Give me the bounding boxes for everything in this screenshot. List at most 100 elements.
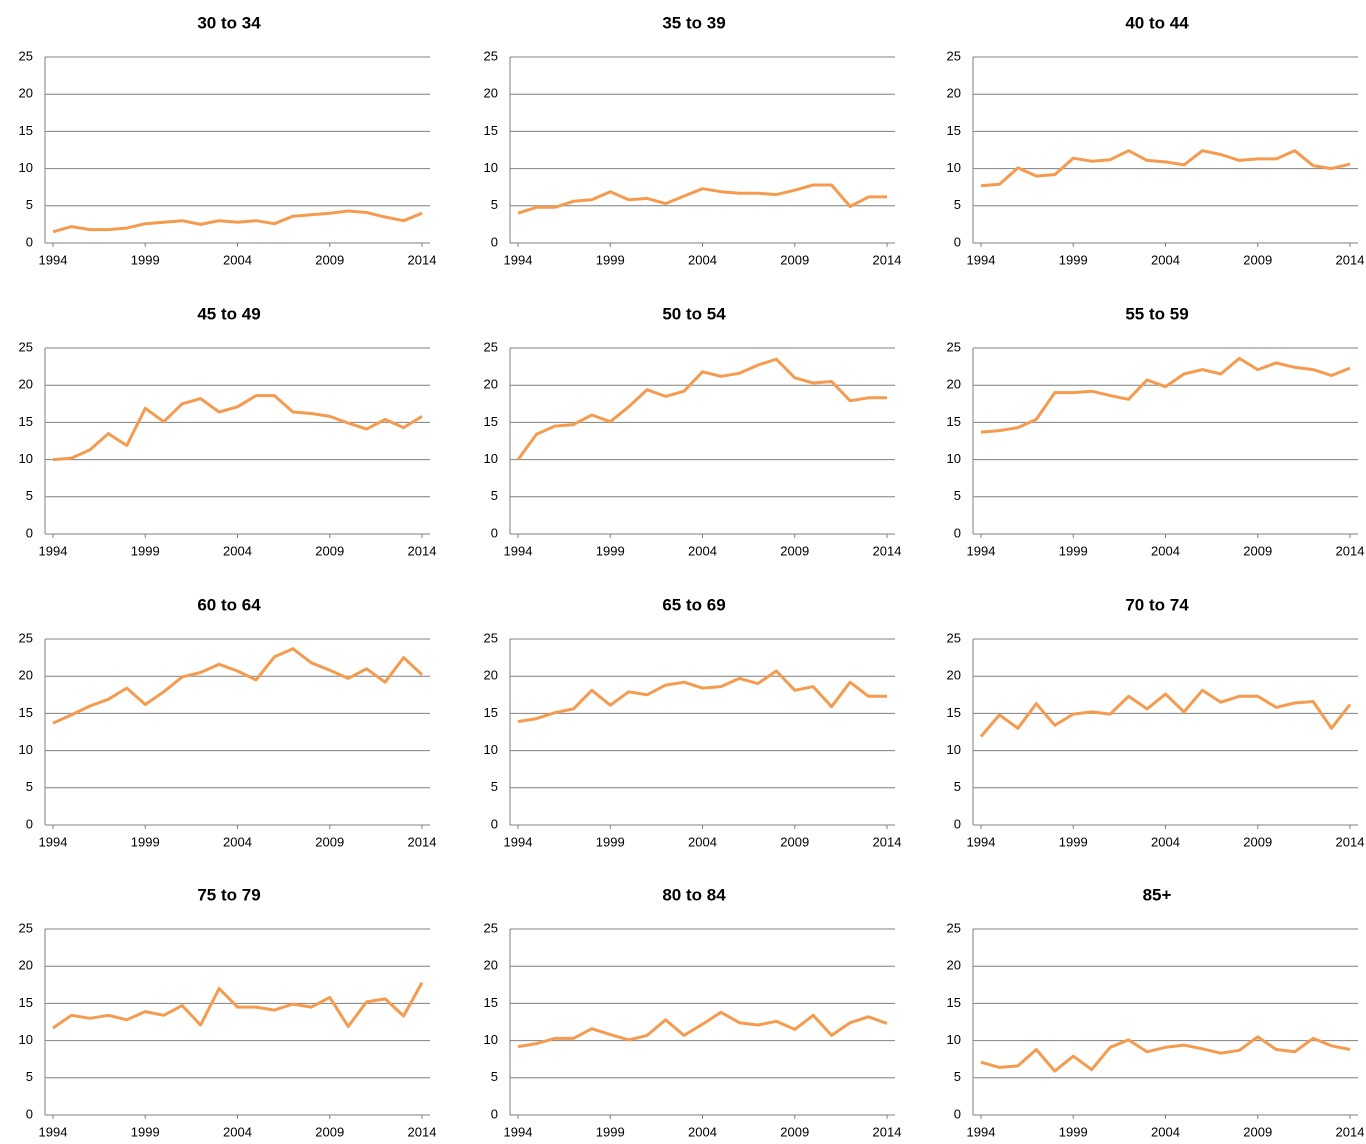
x-tick-label: 1994 (504, 252, 533, 267)
x-tick-label: 2004 (1151, 252, 1180, 267)
chart-title: 55 to 59 (1125, 304, 1188, 323)
x-tick-label: 2004 (1151, 834, 1180, 849)
y-tick-label: 15 (19, 414, 33, 429)
y-tick-label: 10 (19, 451, 33, 466)
x-tick-label: 2014 (873, 252, 902, 267)
x-tick-label: 1994 (967, 834, 996, 849)
y-tick-label: 25 (947, 920, 961, 935)
y-tick-label: 15 (947, 123, 961, 138)
y-tick-label: 25 (484, 630, 498, 645)
x-tick-label: 2014 (1336, 834, 1365, 849)
y-tick-label: 20 (947, 958, 961, 973)
data-line (517, 1010, 888, 1049)
x-tick-label: 1999 (596, 834, 625, 849)
data-line (979, 688, 1352, 738)
y-tick-label: 10 (484, 160, 498, 175)
chart-title: 80 to 84 (662, 885, 726, 904)
y-tick-label: 25 (484, 48, 498, 63)
x-tick-label: 2009 (1243, 834, 1272, 849)
x-tick-label: 1999 (596, 252, 625, 267)
chart-title: 70 to 74 (1125, 595, 1189, 614)
x-tick-label: 2004 (1151, 543, 1180, 558)
x-tick-label: 2004 (688, 252, 717, 267)
chart-title: 35 to 39 (662, 13, 725, 32)
y-tick-label: 0 (491, 1106, 498, 1121)
data-line (52, 394, 423, 462)
x-tick-label: 1994 (504, 543, 533, 558)
chart-title: 45 to 49 (197, 304, 260, 323)
y-tick-label: 5 (26, 1069, 33, 1084)
y-tick-label: 20 (484, 86, 498, 101)
data-line (517, 669, 887, 724)
y-tick-label: 0 (26, 816, 33, 831)
chart-title: 85+ (1143, 885, 1172, 904)
x-tick-label: 2004 (223, 543, 252, 558)
x-tick-label: 1994 (39, 543, 68, 558)
y-tick-label: 25 (19, 630, 33, 645)
y-tick-label: 5 (491, 197, 498, 212)
y-tick-label: 0 (954, 234, 961, 249)
x-tick-label: 1999 (131, 834, 160, 849)
y-tick-label: 5 (954, 488, 961, 503)
y-tick-label: 5 (26, 779, 33, 794)
x-tick-label: 2009 (315, 543, 344, 558)
x-tick-label: 1999 (596, 1124, 625, 1139)
x-tick-label: 2009 (780, 834, 809, 849)
y-tick-label: 10 (947, 1032, 961, 1047)
x-tick-label: 2009 (315, 834, 344, 849)
x-tick-label: 1994 (39, 252, 68, 267)
x-tick-label: 2004 (688, 1124, 717, 1139)
x-tick-label: 1999 (1059, 543, 1088, 558)
y-tick-label: 10 (19, 1032, 33, 1047)
y-tick-label: 20 (484, 668, 498, 683)
chart-title: 50 to 54 (662, 304, 726, 323)
chart-title: 65 to 69 (662, 595, 725, 614)
y-tick-label: 0 (26, 525, 33, 540)
y-tick-label: 25 (484, 339, 498, 354)
y-tick-label: 0 (491, 816, 498, 831)
y-tick-label: 15 (484, 123, 498, 138)
y-tick-label: 5 (491, 1069, 498, 1084)
y-tick-label: 0 (491, 525, 498, 540)
y-tick-label: 10 (947, 451, 961, 466)
y-tick-label: 10 (19, 160, 33, 175)
x-tick-label: 2014 (1336, 1124, 1365, 1139)
y-tick-label: 25 (19, 920, 33, 935)
y-tick-label: 20 (484, 377, 498, 392)
x-tick-label: 1999 (1059, 834, 1088, 849)
x-tick-label: 2014 (873, 543, 902, 558)
y-tick-label: 15 (947, 995, 961, 1010)
chart-title: 30 to 34 (197, 13, 261, 32)
y-tick-label: 15 (484, 705, 498, 720)
chart-title: 60 to 64 (197, 595, 261, 614)
x-tick-label: 1999 (131, 1124, 160, 1139)
y-tick-label: 25 (19, 339, 33, 354)
x-tick-label: 1994 (39, 1124, 68, 1139)
y-tick-label: 10 (947, 742, 961, 757)
y-tick-label: 25 (947, 630, 961, 645)
x-tick-label: 2009 (780, 543, 809, 558)
y-tick-label: 5 (954, 779, 961, 794)
x-tick-label: 2014 (1336, 543, 1365, 558)
y-tick-label: 5 (26, 488, 33, 503)
y-tick-label: 25 (947, 339, 961, 354)
y-tick-label: 10 (947, 160, 961, 175)
x-tick-label: 2009 (315, 252, 344, 267)
y-tick-label: 5 (954, 197, 961, 212)
x-tick-label: 2009 (780, 1124, 809, 1139)
y-tick-label: 10 (484, 1032, 498, 1047)
y-tick-label: 20 (947, 86, 961, 101)
x-tick-label: 1994 (967, 252, 996, 267)
x-tick-label: 1994 (967, 1124, 996, 1139)
x-tick-label: 2014 (1336, 252, 1365, 267)
x-tick-label: 2009 (1243, 543, 1272, 558)
y-tick-label: 5 (491, 488, 498, 503)
y-tick-label: 15 (19, 705, 33, 720)
y-tick-label: 5 (954, 1069, 961, 1084)
x-tick-label: 1999 (596, 543, 625, 558)
data-line (980, 149, 1351, 188)
data-line (980, 356, 1351, 434)
y-tick-label: 20 (947, 668, 961, 683)
